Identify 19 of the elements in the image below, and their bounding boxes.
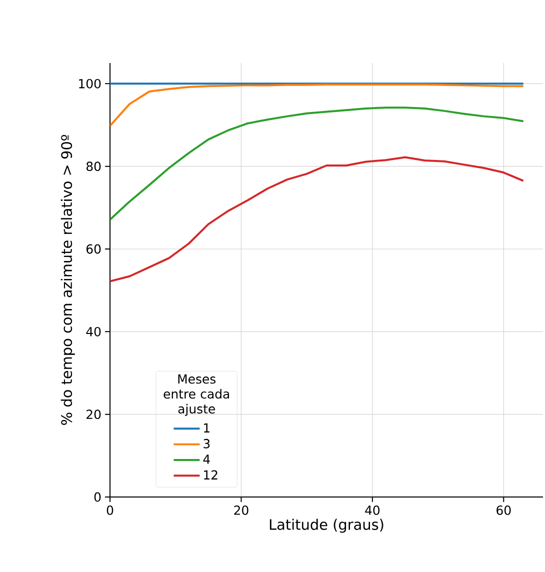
line-series [110,106,524,221]
legend-label: 12 [204,470,218,480]
legend-label: 1 [204,423,210,432]
legend-title: Meses entre cada ajuste [164,374,230,416]
x-tick-label: 60 [496,506,511,515]
y-tick-label: 40 [86,326,101,336]
x-tick-label: 40 [365,506,380,515]
y-tick-label: 100 [79,78,101,88]
x-tick-label: 0 [106,506,114,515]
x-axis-title: Latitude (graus) [270,518,384,533]
line-series [110,156,524,282]
legend-label: 3 [204,438,210,448]
legend-label: 4 [203,454,210,464]
y-tick-label: 20 [86,410,101,420]
y-axis-title: % do tempo com azimute relativo > 90º [60,135,75,425]
x-tick-label: 20 [234,506,248,515]
y-tick-label: 60 [86,244,101,254]
y-tick-label: 0 [94,492,101,502]
y-tick-label: 80 [86,162,101,172]
